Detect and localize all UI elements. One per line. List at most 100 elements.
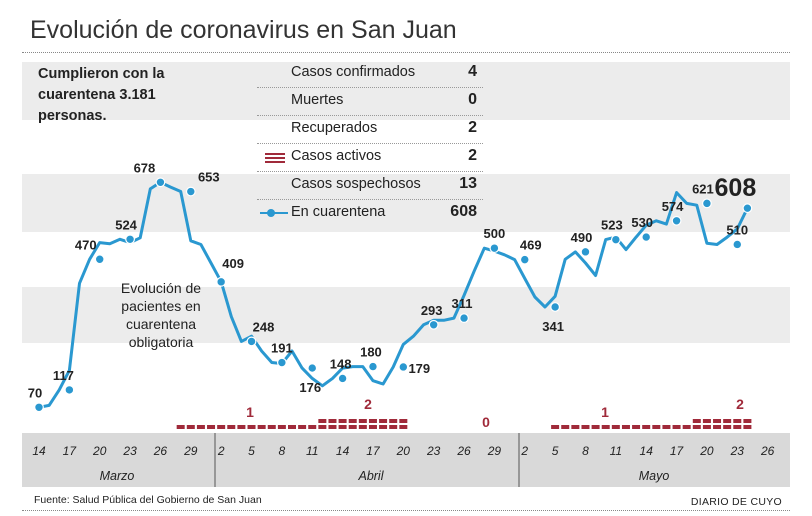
active-case-mark [348,425,357,429]
data-label: 653 [198,170,220,185]
active-case-mark [551,425,560,429]
data-label: 409 [222,256,244,271]
x-tick-label: 26 [456,444,471,458]
legend-label: Recuperados [291,120,378,136]
active-case-mark [186,425,195,429]
active-case-mark [662,425,671,429]
legend-row: Casos sospechosos 13 [257,172,483,200]
active-case-mark [368,419,377,423]
x-tick-label: 20 [699,444,714,458]
active-case-mark [571,425,580,429]
active-case-label: 2 [364,396,372,412]
active-case-mark [389,425,398,429]
data-point [307,363,318,373]
data-point [428,319,439,330]
data-label: 148 [330,356,352,371]
legend-value: 608 [450,203,477,220]
data-point [580,246,591,257]
page-title: Evolución de coronavirus en San Juan [30,16,457,44]
data-label: 470 [75,237,97,252]
quarantine-swatch [260,209,288,217]
data-label: 523 [601,218,623,233]
active-case-mark [702,425,711,429]
active-case-mark [277,425,286,429]
data-label: 70 [28,385,42,400]
brand-name: DIARIO DE CUYO [690,496,782,508]
background-band [22,287,790,343]
legend-label: Casos sospechosos [291,176,421,192]
data-label: 176 [299,380,321,395]
active-case-mark [358,425,367,429]
active-case-mark [581,425,590,429]
data-label: 524 [115,217,137,232]
active-case-mark [632,425,641,429]
top-divider [22,52,790,53]
x-tick-label: 23 [426,444,441,458]
active-case-mark [601,425,610,429]
data-point [337,373,348,384]
active-case-mark [328,425,337,429]
legend-label: Casos activos [291,148,382,164]
month-label: Abril [357,469,384,483]
active-case-mark [328,419,337,423]
data-label: 311 [452,296,473,311]
background-band [22,62,790,120]
active-case-mark [733,419,742,423]
active-case-mark [288,425,296,429]
active-case-mark [379,425,388,429]
active-cases-swatch [265,153,285,163]
month-label: Marzo [100,469,135,483]
active-case-mark [723,425,732,429]
data-point [550,302,561,312]
legend-value: 2 [468,147,477,164]
legend-value: 4 [468,63,477,80]
active-case-mark [713,425,722,429]
x-tick-label: 20 [92,444,107,458]
data-label: 490 [571,230,593,245]
active-case-mark [379,419,388,423]
active-case-mark [247,425,256,429]
active-case-mark [723,419,732,423]
x-tick-label: 17 [366,444,381,458]
x-axis: 14 17 20 23 26 29 2 5 8 11 14 17 20 23 26 29 2 5 8 11 14 17 20… [22,433,790,487]
data-point [489,243,500,254]
active-case-mark [702,419,711,423]
data-point [702,198,712,209]
active-case-mark [237,425,246,429]
x-tick-label: 11 [306,444,318,458]
stats-legend: Casos confirmados 4 Muertes 0 Recuperados 2 Ca… [257,60,483,227]
active-case-mark [672,425,681,429]
active-case-mark [743,419,752,423]
data-point [94,254,105,265]
data-point [64,385,75,395]
active-cases-bars: 1 2 0 1 2 [176,396,752,430]
active-case-mark [348,419,357,423]
active-case-mark [399,419,408,423]
data-point [610,234,621,245]
data-point [732,239,743,250]
x-tick-label: 11 [610,444,622,458]
active-case-mark [308,425,317,429]
active-case-mark [267,425,276,429]
data-labels: 70 117 470 524 678 653 409 248 191 176 148 180 179 29… [28,160,757,413]
x-tick-label: 2 [520,444,528,458]
legend-value: 13 [459,175,477,192]
data-label: 608 [715,174,757,202]
data-point [459,313,469,324]
legend-label: Casos confirmados [291,64,416,80]
active-case-mark [611,425,620,429]
x-tick-label: 23 [122,444,137,458]
data-label: 678 [134,160,156,175]
legend-row: Casos confirmados 4 [257,60,483,88]
x-tick-label: 2 [217,444,225,458]
data-point [185,186,196,197]
x-tick-label: 29 [183,444,198,458]
active-case-label: 1 [601,404,609,420]
data-point [246,336,257,347]
x-tick-label: 20 [396,444,411,458]
active-case-mark [227,425,236,429]
data-point [519,254,530,265]
month-label: Mayo [639,469,670,483]
data-point [155,177,166,188]
